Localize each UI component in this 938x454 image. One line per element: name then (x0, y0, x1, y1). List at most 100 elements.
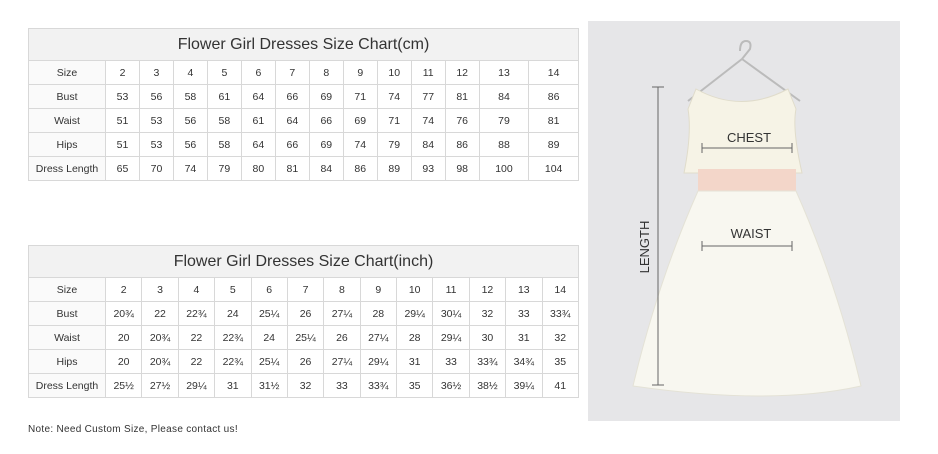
table-cell: 20¾ (104, 301, 143, 326)
table-row: Size 2 3 4 5 6 7 8 9 10 11 12 13 14 (28, 60, 579, 85)
row-label: Hips (28, 132, 106, 157)
table-cell: 28 (359, 301, 398, 326)
table-cell: 51 (105, 108, 140, 133)
table-cell: 22¾ (177, 301, 216, 326)
row-label: Size (28, 277, 106, 302)
table-cell: 64 (240, 132, 276, 157)
row-label: Waist (28, 325, 106, 350)
table-cell: 80 (240, 156, 276, 181)
table-cell: 22 (141, 301, 179, 326)
table-row: Hips 20 20¾ 22 22¾ 25¼ 26 27¼ 29¼ 31 33 33¾ 34¾ 35 (28, 349, 579, 374)
table-cell: 27¼ (323, 349, 361, 374)
row-label: Hips (28, 349, 106, 374)
table-cell: 84 (410, 132, 446, 157)
table-cell: 12 (468, 277, 507, 302)
table-cell: 33¾ (359, 373, 398, 398)
table-cell: 13 (505, 277, 543, 302)
table-cell: 20 (104, 325, 143, 350)
table-cell: 93 (410, 156, 446, 181)
table-cell: 79 (478, 108, 530, 133)
table-cell: 35 (541, 349, 579, 374)
table-cell: 66 (274, 132, 310, 157)
dress-skirt (632, 190, 862, 397)
table-cell: 34¾ (505, 349, 543, 374)
table-cell: 41 (541, 373, 579, 398)
table-cell: 69 (308, 132, 344, 157)
table-cell: 33 (505, 301, 543, 326)
table-cell: 39¼ (505, 373, 543, 398)
table-cell: 29¼ (432, 325, 470, 350)
length-label: LENGTH (637, 221, 652, 274)
table-cell: 20¾ (141, 325, 179, 350)
table-cell: 58 (172, 84, 208, 109)
table-cell: 71 (376, 108, 412, 133)
table-cell: 98 (444, 156, 480, 181)
table-cell: 58 (206, 132, 242, 157)
row-label: Dress Length (28, 373, 106, 398)
chart-title: Flower Girl Dresses Size Chart(inch) (28, 245, 579, 278)
table-cell: 25¼ (286, 325, 325, 350)
chart-title: Flower Girl Dresses Size Chart(cm) (28, 28, 579, 61)
table-row: Size 2 3 4 5 6 7 8 9 10 11 12 13 14 (28, 277, 579, 302)
table-cell: 29¼ (395, 301, 434, 326)
row-label: Bust (28, 301, 106, 326)
table-cell: 25¼ (250, 301, 288, 326)
table-cell: 4 (172, 60, 208, 85)
table-cell: 36½ (432, 373, 470, 398)
table-cell: 13 (478, 60, 530, 85)
table-cell: 7 (286, 277, 325, 302)
table-cell: 31½ (250, 373, 288, 398)
table-cell: 5 (206, 60, 242, 85)
dress-sash (698, 169, 796, 191)
table-cell: 27¼ (323, 301, 361, 326)
table-cell: 10 (376, 60, 412, 85)
table-row: Dress Length 65 70 74 79 80 81 84 86 89 93 98 100 104 (28, 156, 579, 181)
table-cell: 74 (172, 156, 208, 181)
table-cell: 53 (138, 108, 174, 133)
table-cell: 25½ (104, 373, 143, 398)
table-cell: 32 (541, 325, 579, 350)
table-cell: 24 (214, 301, 252, 326)
table-cell: 56 (172, 108, 208, 133)
table-cell: 22 (177, 349, 216, 374)
table-cell: 12 (444, 60, 480, 85)
table-cell: 74 (376, 84, 412, 109)
table-cell: 56 (172, 132, 208, 157)
table-cell: 61 (240, 108, 276, 133)
dress-measurement-diagram: CHEST WAIST LENGTH (588, 21, 900, 421)
table-cell: 2 (105, 60, 140, 85)
table-cell: 66 (274, 84, 310, 109)
table-cell: 3 (141, 277, 179, 302)
table-cell: 64 (274, 108, 310, 133)
inch-size-chart: Flower Girl Dresses Size Chart(inch) Size… (28, 245, 579, 398)
table-cell: 10 (395, 277, 434, 302)
table-cell: 26 (323, 325, 361, 350)
table-cell: 89 (376, 156, 412, 181)
table-cell: 33 (323, 373, 361, 398)
table-cell: 20 (104, 349, 143, 374)
table-cell: 86 (528, 84, 579, 109)
table-cell: 11 (432, 277, 470, 302)
chest-label: CHEST (727, 130, 771, 145)
table-cell: 6 (240, 60, 276, 85)
table-cell: 22¾ (214, 325, 252, 350)
table-cell: 20¾ (141, 349, 179, 374)
table-cell: 69 (342, 108, 378, 133)
table-cell: 26 (286, 349, 325, 374)
table-cell: 31 (505, 325, 543, 350)
table-cell: 104 (528, 156, 579, 181)
table-cell: 89 (528, 132, 579, 157)
table-row: Bust 20¾ 22 22¾ 24 25¼ 26 27¼ 28 29¼ 30¼ 32 33 33¾ (28, 301, 579, 326)
table-cell: 9 (359, 277, 398, 302)
table-cell: 38½ (468, 373, 507, 398)
table-cell: 11 (410, 60, 446, 85)
table-cell: 53 (138, 132, 174, 157)
table-cell: 71 (342, 84, 378, 109)
table-cell: 53 (105, 84, 140, 109)
table-cell: 86 (444, 132, 480, 157)
table-cell: 27½ (141, 373, 179, 398)
table-cell: 33¾ (541, 301, 579, 326)
table-cell: 25¼ (250, 349, 288, 374)
table-cell: 29¼ (177, 373, 216, 398)
table-cell: 81 (528, 108, 579, 133)
